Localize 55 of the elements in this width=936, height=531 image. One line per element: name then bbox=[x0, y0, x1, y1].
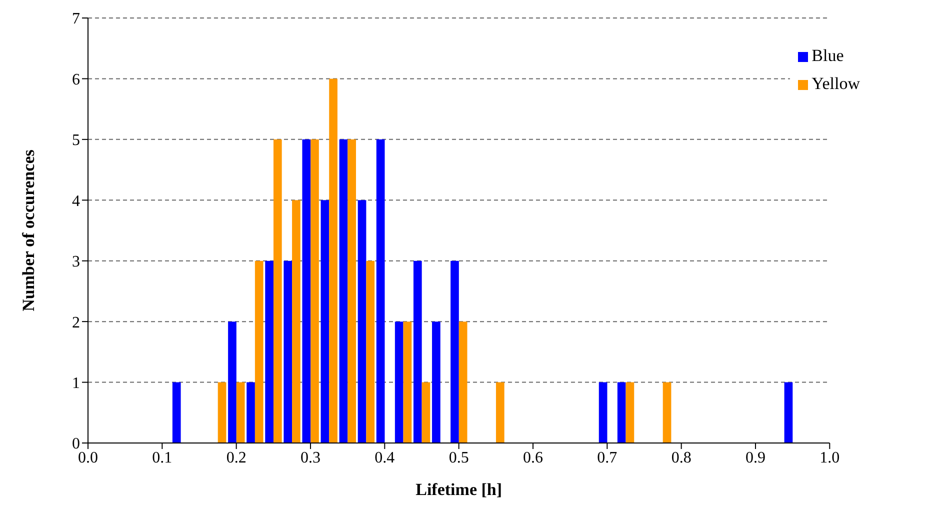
bar bbox=[496, 382, 504, 443]
bar bbox=[432, 322, 440, 443]
bar bbox=[329, 78, 338, 443]
bar bbox=[784, 382, 793, 443]
x-tick-label: 0.2 bbox=[226, 449, 246, 466]
x-tick-label: 0.6 bbox=[522, 449, 543, 466]
bar bbox=[172, 382, 181, 443]
x-axis-title: Lifetime [h] bbox=[416, 480, 502, 499]
bar bbox=[662, 382, 672, 443]
x-tick-label: 0.8 bbox=[671, 449, 692, 466]
bar bbox=[617, 382, 626, 443]
bar bbox=[339, 139, 348, 443]
bar bbox=[320, 200, 330, 443]
bar bbox=[246, 382, 255, 443]
bar bbox=[394, 322, 404, 443]
x-tick-label: 1.0 bbox=[820, 449, 840, 466]
y-tick-label: 3 bbox=[72, 254, 80, 271]
bar bbox=[284, 260, 292, 443]
x-tick-label: 0.9 bbox=[745, 449, 766, 466]
bar bbox=[376, 139, 385, 443]
x-tick-label: 0.0 bbox=[78, 449, 98, 466]
bar bbox=[273, 139, 282, 443]
bar bbox=[366, 260, 375, 443]
bar bbox=[413, 260, 422, 443]
x-tick-label: 0.7 bbox=[597, 449, 618, 466]
bar bbox=[228, 322, 236, 443]
bar bbox=[403, 322, 412, 443]
y-tick-label: 4 bbox=[72, 192, 80, 210]
x-tick-label: 0.1 bbox=[152, 449, 172, 466]
y-tick-label: 1 bbox=[72, 374, 80, 392]
bar bbox=[450, 260, 459, 443]
bar bbox=[598, 382, 608, 443]
bar bbox=[348, 139, 356, 443]
bar bbox=[218, 382, 226, 443]
y-tick-label: 6 bbox=[72, 71, 80, 88]
bar bbox=[422, 382, 430, 443]
y-tick-label: 7 bbox=[72, 10, 80, 28]
x-tick-label: 0.3 bbox=[300, 449, 320, 466]
bar bbox=[265, 260, 274, 443]
bar bbox=[358, 200, 366, 443]
bar bbox=[310, 139, 319, 443]
bar bbox=[302, 139, 311, 443]
y-tick-label: 5 bbox=[72, 132, 80, 150]
bar bbox=[254, 260, 264, 443]
legend-label: Blue bbox=[812, 46, 844, 65]
bar bbox=[236, 382, 245, 443]
bar bbox=[292, 200, 300, 443]
y-tick-label: 0 bbox=[72, 436, 80, 453]
y-axis-title: Number of occurences bbox=[19, 149, 38, 312]
bar bbox=[458, 322, 468, 443]
y-tick-label: 2 bbox=[72, 314, 80, 332]
bar bbox=[626, 382, 634, 443]
legend-label: Yellow bbox=[812, 74, 860, 93]
x-tick-label: 0.5 bbox=[448, 449, 469, 466]
x-tick-label: 0.4 bbox=[374, 449, 395, 466]
